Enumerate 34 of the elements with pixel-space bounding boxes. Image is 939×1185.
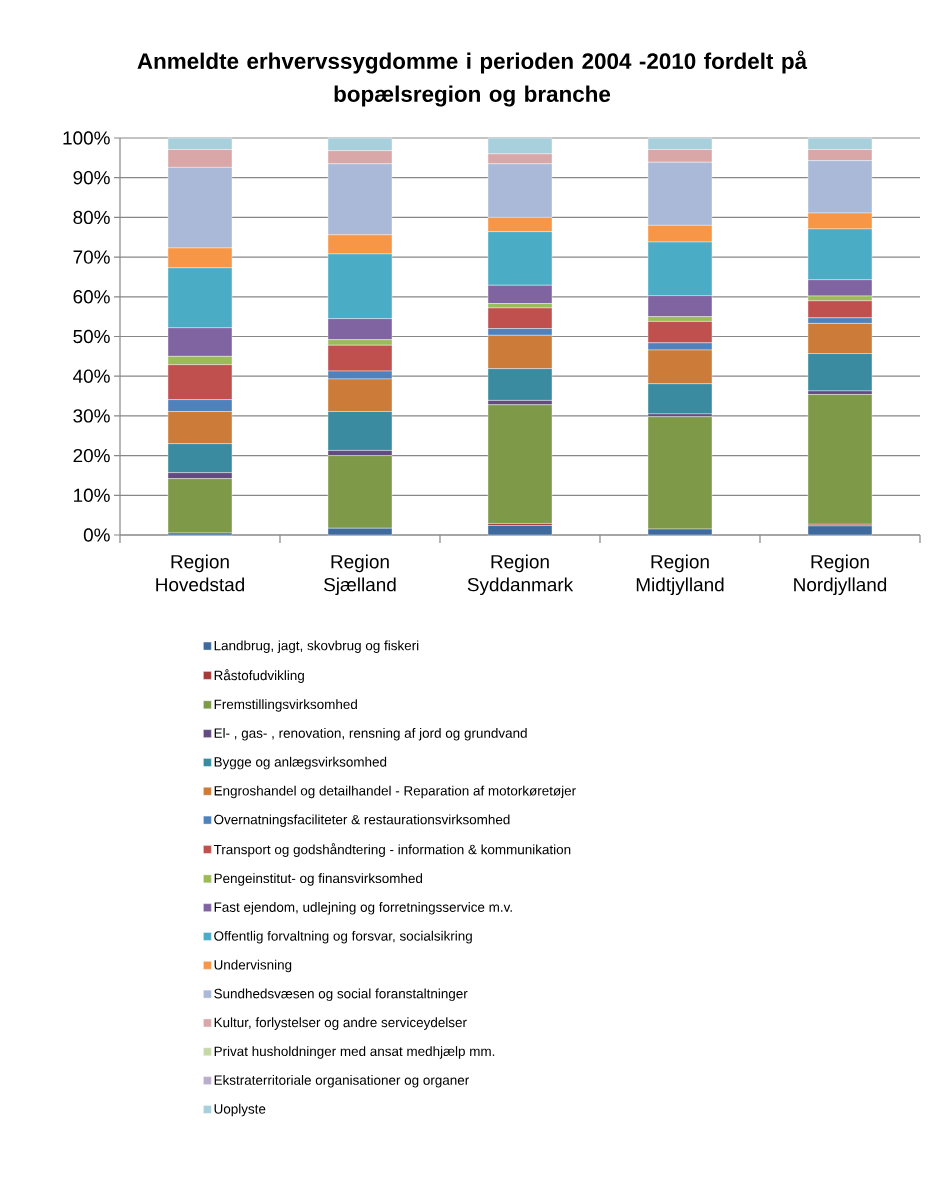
legend-label: Ekstraterritoriale organisationer og organer [214, 1074, 469, 1088]
legend-label: Offentlig forvaltning og forsvar, socialsikring [214, 930, 472, 944]
y-tick-label: 30% [73, 409, 110, 423]
legend-label: Fremstillingsvirksomhed [214, 699, 357, 712]
legend-label: Uoplyste [214, 1103, 266, 1117]
y-tick-label: 10% [74, 488, 110, 502]
legend-label: Transport og godshåndtering - information & kommunikation [213, 843, 571, 857]
legend-label: Kultur, forlystelser og andre serviceydelser [214, 1017, 467, 1030]
y-tick-label: 60% [73, 290, 110, 304]
legend-label: Overnatningsfaciliteter & restaurationsvirksomhed [214, 814, 510, 828]
legend-label: Bygge og anlægsvirksomhed [214, 756, 387, 770]
legend-label: Engroshandel og detailhandel - Reparation af motorkøretøjer [214, 785, 576, 799]
y-tick-label: 50% [73, 329, 110, 344]
y-tick-label: 40% [73, 369, 110, 383]
legend-label: Råstofudvikling [214, 669, 304, 683]
legend-label: Privat husholdninger med ansat medhjælp mm. [214, 1046, 495, 1059]
x-tick-label: Region Sjælland [324, 554, 396, 596]
legend-label: Pengeinstitut- og finansvirksomhed [214, 873, 423, 886]
x-tick-label: Region Midtjylland [636, 554, 724, 596]
legend-label: Undervisning [214, 959, 292, 973]
legend-label: Landbrug, jagt, skovbrug og fiskeri [214, 640, 419, 653]
y-tick-label: 20% [73, 448, 110, 463]
x-tick-label: Region Nordjylland [794, 554, 887, 596]
y-tick-label: 80% [73, 210, 110, 225]
y-tick-label: 100% [63, 131, 110, 145]
chart-title: Anmeldte erhvervssygdomme i perioden 2004 -2010 fordelt på bopælsregion og branche [137, 50, 808, 107]
x-tick-label: Region Hovedstad [156, 554, 245, 592]
legend-label: El- , gas- , renovation, rensning af jord og grundvand [214, 727, 527, 741]
y-tick-label: 70% [73, 250, 110, 264]
x-tick-label: Region Syddanmark [467, 554, 574, 596]
y-tick-label: 0% [83, 528, 110, 542]
legend-label: Fast ejendom, udlejning og forretningsservice m.v. [214, 902, 512, 915]
y-tick-label: 90% [73, 170, 110, 185]
legend-label: Sundhedsvæsen og social foranstaltninger [214, 988, 468, 1002]
